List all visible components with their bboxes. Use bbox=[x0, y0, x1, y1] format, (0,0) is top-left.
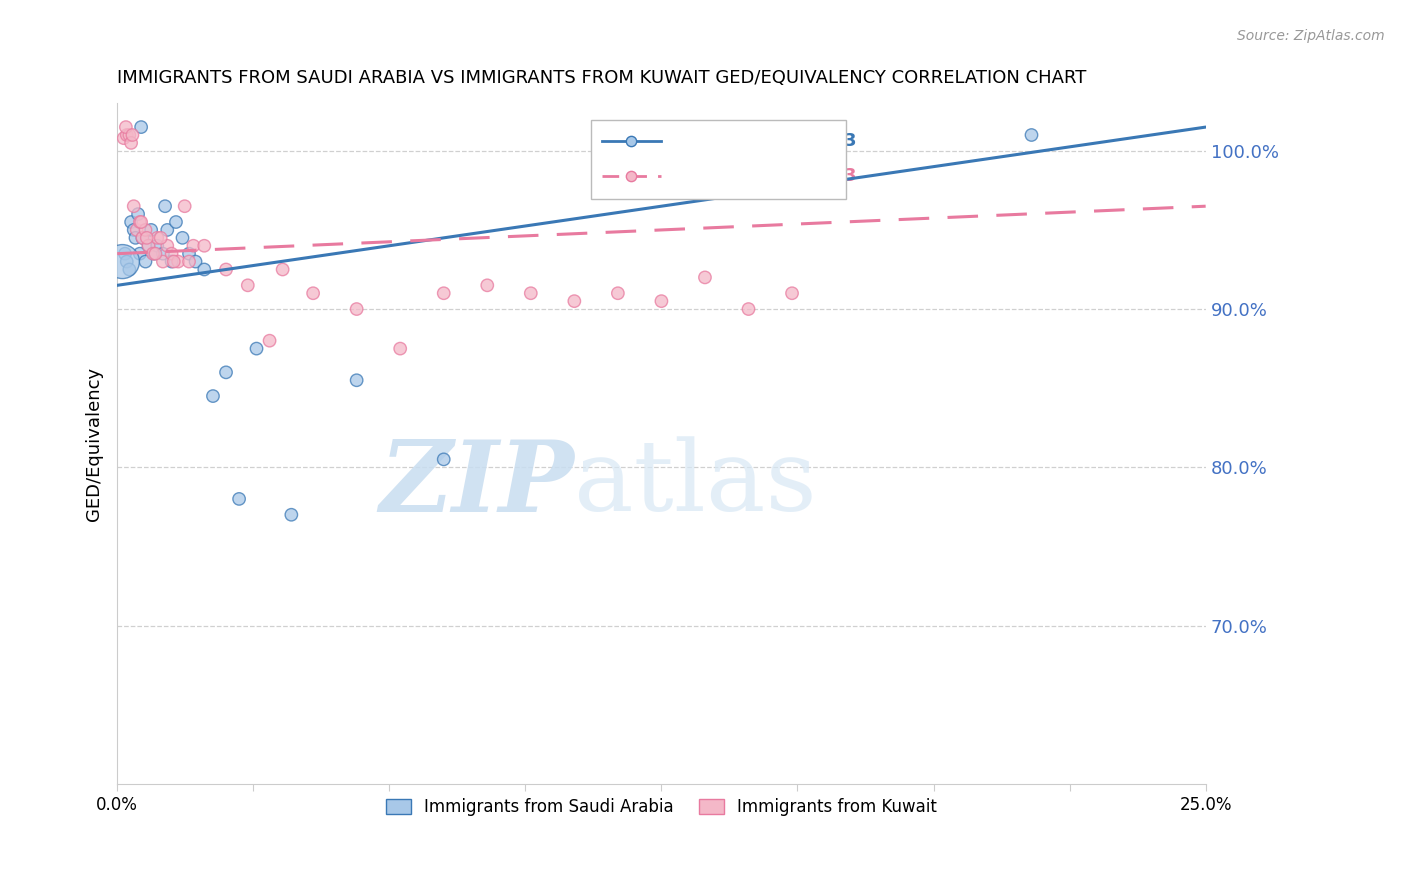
Point bbox=[201, 389, 224, 403]
Point bbox=[127, 207, 149, 221]
Point bbox=[562, 294, 585, 309]
Point bbox=[122, 223, 145, 237]
Point bbox=[193, 239, 215, 253]
Point bbox=[114, 246, 136, 260]
Point bbox=[135, 231, 157, 245]
Point bbox=[177, 254, 200, 268]
Point bbox=[146, 231, 169, 245]
Point bbox=[302, 286, 325, 301]
Point bbox=[193, 262, 215, 277]
Point bbox=[128, 215, 150, 229]
Point bbox=[131, 231, 153, 245]
Point bbox=[128, 246, 150, 260]
Point bbox=[245, 342, 267, 356]
Point bbox=[606, 286, 628, 301]
Text: R = 0.286   N = 33: R = 0.286 N = 33 bbox=[672, 132, 856, 150]
Point bbox=[1021, 128, 1043, 142]
Point bbox=[125, 223, 148, 237]
Point bbox=[271, 262, 294, 277]
Point bbox=[228, 491, 250, 506]
Point bbox=[146, 239, 169, 253]
Point bbox=[780, 286, 803, 301]
Point bbox=[145, 246, 167, 260]
Point bbox=[693, 270, 716, 285]
Point bbox=[138, 239, 160, 253]
Point bbox=[120, 136, 142, 150]
Point bbox=[177, 246, 200, 260]
Point bbox=[111, 254, 134, 268]
Point bbox=[184, 254, 207, 268]
Point bbox=[115, 120, 138, 134]
Point bbox=[160, 254, 183, 268]
Legend: Immigrants from Saudi Arabia, Immigrants from Kuwait: Immigrants from Saudi Arabia, Immigrants… bbox=[380, 792, 943, 823]
Point bbox=[120, 215, 142, 229]
Point bbox=[118, 262, 141, 277]
Point bbox=[160, 246, 183, 260]
Point bbox=[477, 278, 499, 293]
Y-axis label: GED/Equivalency: GED/Equivalency bbox=[86, 367, 103, 521]
Point bbox=[122, 199, 145, 213]
Point bbox=[215, 262, 238, 277]
Point bbox=[737, 301, 759, 316]
Point bbox=[124, 231, 146, 245]
Point bbox=[134, 254, 156, 268]
Point bbox=[389, 342, 412, 356]
Point bbox=[118, 128, 141, 142]
Point bbox=[112, 131, 135, 145]
Point bbox=[165, 215, 187, 229]
Point bbox=[152, 254, 174, 268]
Point bbox=[259, 334, 281, 348]
Point bbox=[520, 286, 543, 301]
Point bbox=[141, 223, 163, 237]
Point bbox=[280, 508, 302, 522]
Point bbox=[167, 254, 190, 268]
Point bbox=[163, 254, 186, 268]
Text: R = 0.098   N = 43: R = 0.098 N = 43 bbox=[672, 167, 856, 186]
Point bbox=[236, 278, 259, 293]
Point bbox=[156, 239, 179, 253]
Point bbox=[215, 365, 238, 379]
Point bbox=[131, 231, 153, 245]
Point bbox=[142, 246, 165, 260]
Point bbox=[173, 199, 195, 213]
Point bbox=[346, 301, 368, 316]
Point bbox=[115, 254, 138, 268]
Point bbox=[433, 452, 456, 467]
Point bbox=[121, 128, 143, 142]
Text: atlas: atlas bbox=[574, 436, 817, 533]
Point bbox=[143, 246, 166, 260]
Text: IMMIGRANTS FROM SAUDI ARABIA VS IMMIGRANTS FROM KUWAIT GED/EQUIVALENCY CORRELATI: IMMIGRANTS FROM SAUDI ARABIA VS IMMIGRAN… bbox=[117, 69, 1087, 87]
Point bbox=[433, 286, 456, 301]
Point bbox=[115, 128, 138, 142]
Point bbox=[129, 215, 152, 229]
Point bbox=[346, 373, 368, 387]
Point bbox=[156, 223, 179, 237]
Point bbox=[650, 294, 672, 309]
Point bbox=[153, 199, 176, 213]
Text: ZIP: ZIP bbox=[380, 436, 574, 533]
Text: Source: ZipAtlas.com: Source: ZipAtlas.com bbox=[1237, 29, 1385, 43]
Point bbox=[172, 231, 194, 245]
Point bbox=[149, 231, 172, 245]
FancyBboxPatch shape bbox=[591, 120, 846, 199]
Point bbox=[138, 239, 160, 253]
Point bbox=[134, 223, 156, 237]
Point bbox=[129, 120, 152, 134]
Point bbox=[183, 239, 205, 253]
Point bbox=[152, 246, 174, 260]
